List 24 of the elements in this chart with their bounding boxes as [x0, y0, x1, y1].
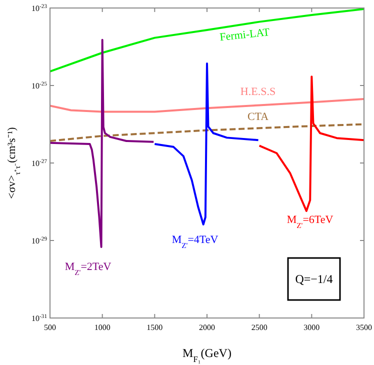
- x-axis-title: M$_{F₁}$(GeV): [182, 346, 232, 364]
- series-label: CTA: [247, 111, 269, 123]
- y-tick-label: 10$^{-27}$: [32, 159, 48, 168]
- y-tick-label: 10$^{-25}$: [32, 82, 48, 90]
- line-series: [50, 98, 364, 113]
- y-tick-label: 10$^{-31}$: [32, 314, 48, 323]
- x-tick-label: 1500: [146, 323, 163, 332]
- x-tick-label: 1000: [94, 323, 110, 332]
- series-label: H.E.S.S: [240, 86, 276, 98]
- series-label: M$_{Z'}$=4TeV: [172, 234, 218, 250]
- line-series: [50, 38, 155, 248]
- line-series: [50, 8, 364, 72]
- x-tick-label: 2500: [251, 323, 268, 332]
- series-label: M$_{Z'}$=6TeV: [286, 214, 334, 230]
- annotation: Q=−1/4: [295, 272, 333, 286]
- series-label: M$_{Z'}$=2TeV: [64, 261, 112, 276]
- x-tick-label: 500: [44, 323, 56, 332]
- x-tick-label: 3000: [304, 323, 320, 332]
- y-tick-label: 10$^{-29}$: [32, 236, 48, 246]
- y-tick-label: 10$^{-23}$: [32, 4, 48, 13]
- line-series: [50, 123, 364, 142]
- x-tick-label: 2000: [199, 323, 215, 332]
- text: Fermi-LAT: [219, 26, 270, 44]
- x-tick-label: 3500: [356, 323, 372, 332]
